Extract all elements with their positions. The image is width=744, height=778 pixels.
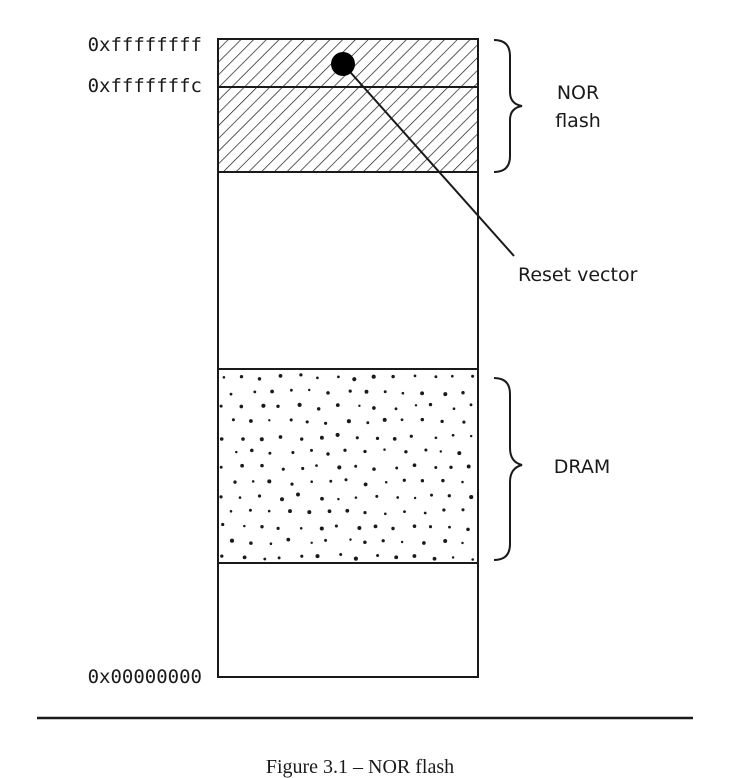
dram-label: DRAM xyxy=(554,456,610,478)
nor-flash-label-line2: flash xyxy=(555,110,601,132)
figure-caption: Figure 3.1 – NOR flash xyxy=(266,756,454,778)
nor-flash-label-line1: NOR xyxy=(557,82,599,104)
nor-flash-brace xyxy=(493,39,523,173)
address-reset-label: 0xfffffffc xyxy=(88,75,202,97)
dram-brace xyxy=(493,377,523,561)
reset-vector-dot xyxy=(331,52,355,76)
reset-vector-pointer-line xyxy=(342,63,515,257)
address-top-label: 0xffffffff xyxy=(88,34,202,56)
reset-vector-label: Reset vector xyxy=(518,264,638,286)
dram-region xyxy=(217,368,479,564)
address-bottom-label: 0x00000000 xyxy=(88,666,202,688)
dram-dot-fill xyxy=(219,373,475,561)
